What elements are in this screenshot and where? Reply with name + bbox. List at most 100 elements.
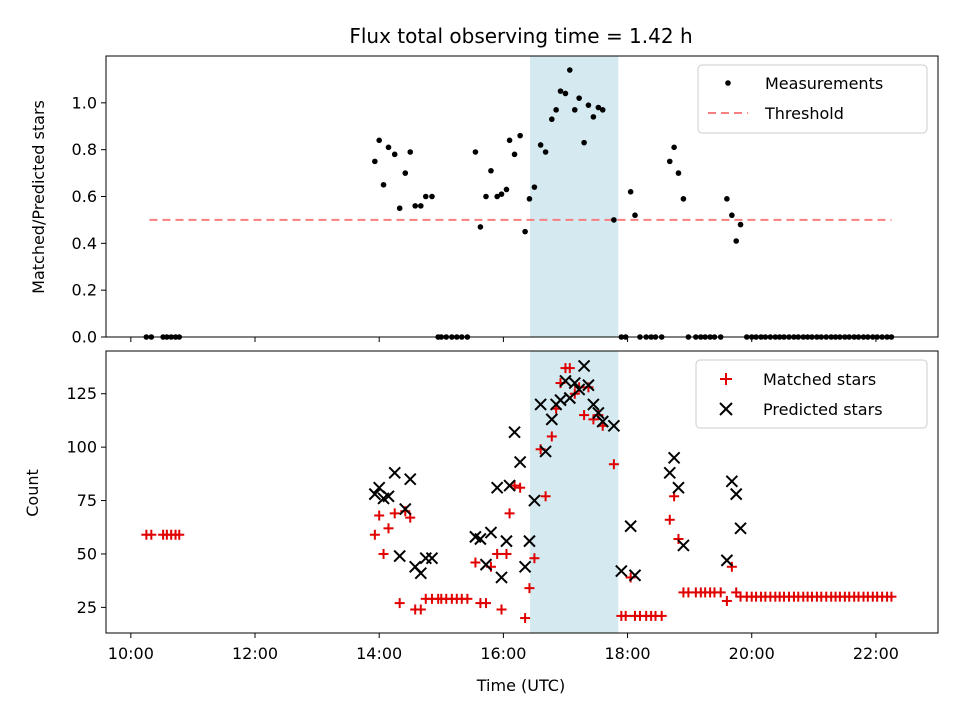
y-tick-label: 125: [66, 384, 97, 403]
predicted-star-point: [393, 549, 406, 563]
ratio-panel-y-label: Matched/Predicted stars: [29, 100, 48, 294]
measurement-point: [627, 189, 634, 195]
predicted-star-point: [495, 571, 508, 584]
y-tick-label: 0.8: [72, 140, 97, 159]
measurement-point: [483, 193, 489, 200]
matched-star-point: [608, 459, 619, 470]
x-axis-label: Time (UTC): [476, 676, 565, 695]
matched-star-point: [540, 491, 551, 502]
matched-star-point: [174, 529, 185, 540]
predicted-star-point: [425, 552, 439, 565]
x-tick-label: 10:00: [108, 644, 154, 663]
matched-star-point: [146, 529, 157, 540]
predicted-star-point: [568, 376, 581, 390]
measurement-point: [385, 144, 392, 151]
predicted-star-point: [596, 415, 609, 428]
matched-star-point: [415, 604, 426, 615]
y-tick-label: 0.6: [72, 187, 97, 206]
predicted-star-point: [667, 451, 681, 465]
measurement-point: [680, 196, 687, 202]
measurement-point: [581, 139, 587, 146]
measurement-point: [503, 186, 510, 193]
y-tick-label: 0.4: [72, 234, 97, 253]
predicted-star-point: [725, 475, 739, 488]
measurement-point: [590, 114, 597, 120]
measurement-point: [417, 203, 424, 209]
matched-star-point: [374, 510, 385, 521]
predicted-star-point: [672, 481, 685, 494]
matched-star-point: [673, 534, 684, 544]
ratio-panel: 0.0 0.2 0.4 0.6 0.8 1.0 Matched/Predicted sta…: [29, 55, 939, 347]
predicted-star-point: [539, 445, 552, 458]
matched-star-point: [389, 508, 400, 519]
predicted-star-point: [734, 522, 747, 535]
measurement-point: [511, 151, 518, 158]
predicted-star-point: [554, 393, 567, 407]
measurement-point: [429, 193, 435, 200]
measurement-point: [477, 224, 484, 230]
predicted-star-point: [368, 487, 382, 501]
measurement-point: [376, 137, 382, 144]
predicted-star-point: [720, 554, 734, 567]
measurement-point: [380, 181, 387, 188]
predicted-star-point: [624, 519, 637, 533]
matched-star-point: [579, 410, 590, 421]
predicted-star-point: [559, 374, 572, 388]
matched-star-point: [492, 548, 503, 559]
matched-star-point: [524, 583, 535, 594]
matched-star-point: [470, 557, 481, 568]
predicted-star-point: [474, 532, 487, 546]
measurement-point: [671, 144, 677, 151]
count-legend-box: [695, 359, 928, 429]
count-panel-x-ticks: 10:00 12:00 14:00 16:00 18:00 20:00 22:00: [108, 633, 899, 663]
predicted-star-point: [572, 383, 586, 396]
y-tick-label: 75: [77, 491, 97, 510]
matched-star-point: [394, 598, 405, 609]
legend-threshold-label: Threshold: [764, 104, 844, 123]
matched-star-point: [715, 587, 726, 598]
measurement-point: [537, 142, 544, 148]
measurement-point: [733, 238, 740, 244]
measurement-point: [391, 151, 398, 158]
measurement-point: [737, 221, 744, 228]
ratio-panel-y-ticks: 0.0 0.2 0.4 0.6 0.8 1.0: [72, 93, 106, 347]
count-panel-frame: [105, 350, 939, 634]
predicted-star-point: [587, 398, 600, 411]
ratio-panel-legend: Measurements Threshold: [697, 64, 928, 134]
measurement-point: [494, 193, 500, 200]
predicted-star-point: [382, 490, 395, 503]
measurement-point: [549, 116, 555, 123]
ratio-panel-x-ticks: [130, 337, 877, 342]
measurement-point: [611, 217, 617, 223]
predicted-star-point: [730, 487, 743, 501]
x-tick-label: 18:00: [604, 644, 650, 663]
count-panel-y-ticks: 25 50 75 100 125: [66, 384, 106, 617]
measurement-point: [567, 67, 573, 73]
measurement-point: [472, 149, 479, 155]
predicted-star-point: [503, 479, 516, 492]
predicted-star-point: [592, 406, 605, 420]
measurement-point: [632, 212, 638, 219]
y-tick-label: 25: [77, 598, 97, 617]
count-panel-y-label: Count: [23, 469, 42, 517]
predicted-star-point: [388, 466, 401, 479]
measurement-point: [422, 193, 429, 200]
predicted-star-point: [677, 539, 690, 552]
ratio-panel-shaded-span: [530, 56, 619, 337]
measurement-point: [599, 107, 606, 113]
predicted-star-point: [663, 466, 676, 479]
matched-star-point: [664, 514, 675, 525]
measurement-point: [542, 149, 549, 155]
y-tick-label: 1.0: [72, 93, 97, 112]
y-tick-label: 100: [66, 438, 97, 457]
matched-star-point: [378, 548, 389, 559]
legend-predicted-label: Predicted stars: [763, 400, 883, 419]
measurement-point: [396, 205, 403, 212]
matched-star-point: [504, 508, 515, 519]
measurement-point: [557, 88, 564, 94]
measurement-point: [595, 104, 602, 111]
matched-star-point: [520, 613, 531, 624]
matched-star-point: [509, 480, 520, 491]
predicted-star-point: [528, 494, 541, 507]
